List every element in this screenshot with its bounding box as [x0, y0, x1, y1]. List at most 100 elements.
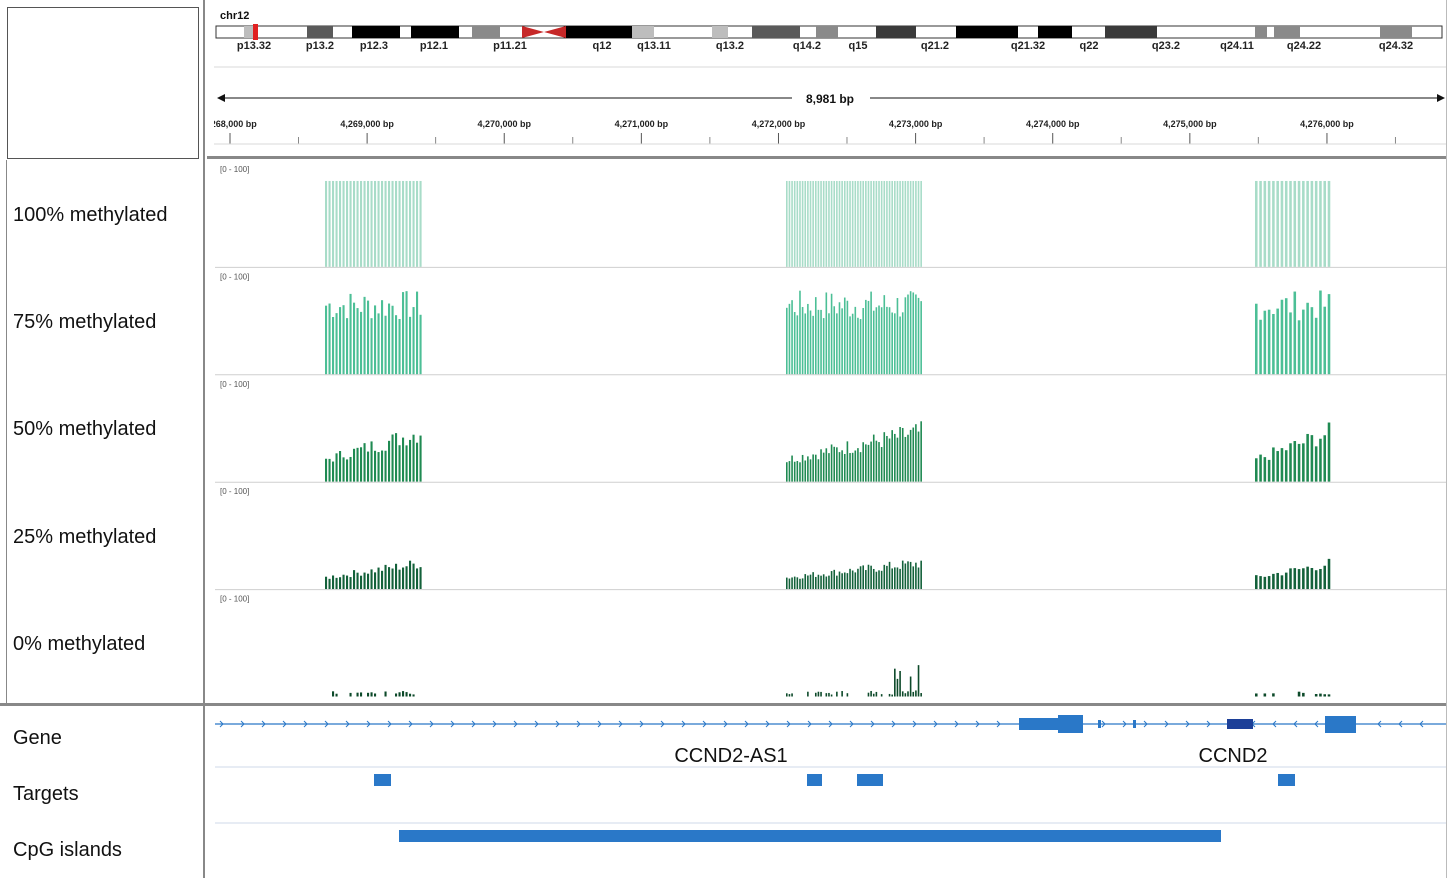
strand-arrow-icon — [912, 720, 917, 728]
methylation-bar — [862, 308, 865, 375]
methylation-bar — [395, 315, 398, 375]
methylation-bar — [830, 571, 833, 590]
methylation-bar — [872, 693, 875, 697]
methylation-bar — [1327, 422, 1331, 482]
methylation-bar — [786, 180, 788, 267]
methylation-bar — [405, 566, 408, 590]
methylation-bar — [836, 447, 838, 482]
methylation-bar — [363, 180, 366, 267]
chromosome-band — [712, 26, 728, 38]
methylation-bar — [363, 296, 366, 375]
methylation-bar — [339, 180, 342, 267]
methylation-bar — [1263, 576, 1267, 590]
methylation-bar — [788, 303, 791, 375]
strand-arrow-icon — [429, 720, 434, 728]
methylation-bar — [349, 456, 352, 482]
methylation-bar — [901, 180, 904, 267]
chromosome-band — [956, 26, 1018, 38]
strand-arrow-icon — [240, 720, 245, 728]
data-range-label: [0 - 100] — [220, 272, 249, 281]
methylation-bar — [1259, 319, 1262, 375]
methylation-bar — [353, 448, 356, 482]
methylation-bar — [1289, 312, 1292, 375]
methylation-bar — [867, 564, 870, 590]
methylation-bar — [820, 449, 822, 482]
methylation-bar — [788, 461, 791, 482]
methylation-bar — [920, 560, 922, 590]
data-range-label: [0 - 100] — [220, 380, 249, 389]
band-label: p13.32 — [237, 40, 271, 52]
methylation-bar — [915, 424, 917, 482]
methylation-bar — [883, 432, 886, 482]
methylation-bar — [1255, 693, 1258, 697]
methylation-bar — [370, 318, 373, 375]
data-range-label: [0 - 100] — [220, 165, 249, 174]
ruler[interactable]: 8,981 bp 4,268,000 bp 4,269,000 bp 4,270,0… — [214, 58, 1446, 156]
methylation-bar — [865, 299, 867, 375]
methylation-bar — [896, 567, 899, 590]
methylation-bar — [381, 450, 384, 482]
methylation-bar — [1323, 435, 1327, 482]
methylation-bar — [1297, 320, 1301, 375]
methylation-bar — [820, 309, 822, 375]
methylation-bar — [786, 577, 788, 590]
strand-arrow-icon — [828, 720, 833, 728]
methylation-bar — [1323, 694, 1327, 697]
methylation-bar — [328, 578, 331, 590]
methylation-bar — [349, 180, 352, 267]
methylation-bar — [843, 180, 846, 267]
methylation-bar — [1284, 450, 1288, 482]
strand-arrow-icon — [786, 720, 791, 728]
strand-arrow-icon — [492, 720, 497, 728]
methylation-bar — [353, 180, 356, 267]
methylation-bar — [883, 295, 886, 375]
methylation-bar — [332, 317, 335, 375]
methylation-bar — [843, 453, 846, 482]
methylation-bar — [384, 450, 387, 482]
track-label: 25% methylated — [13, 526, 157, 548]
methylation-bar — [825, 292, 828, 375]
methylation-bar — [1319, 693, 1322, 697]
methylation-bar — [896, 678, 899, 697]
strand-arrow-icon — [261, 720, 266, 728]
methylation-bar — [851, 452, 854, 482]
methylation-bar — [1263, 310, 1267, 375]
methylation-bar — [339, 577, 342, 590]
annotation-tracks[interactable]: CCND2-AS1 CCND2 — [215, 706, 1446, 878]
methylation-bar — [880, 570, 883, 590]
methylation-bar — [857, 180, 859, 267]
band-label: q15 — [849, 40, 868, 52]
chromosome-band — [1274, 26, 1300, 38]
chromosome-band — [411, 26, 459, 38]
methylation-tracks[interactable]: [0 - 100] [0 - 100] [0 - 100] [0 - 100] [0 -… — [215, 160, 1446, 703]
methylation-bar — [909, 429, 912, 482]
methylation-bar — [838, 302, 841, 375]
chromosome-band — [1255, 26, 1267, 38]
methylation-bar — [346, 180, 349, 267]
chromosome-ideogram[interactable]: chr12 p13.32 p13.2 p12.3 p12.1 p11.21 q12 q13.… — [214, 8, 1446, 56]
methylation-bar — [828, 180, 830, 267]
methylation-bar — [825, 448, 828, 482]
methylation-bar — [335, 180, 338, 267]
methylation-bar — [377, 452, 380, 482]
methylation-bar — [367, 180, 370, 267]
strand-arrow-icon — [618, 720, 623, 728]
band-label: q21.32 — [1011, 40, 1045, 52]
methylation-bar — [398, 180, 401, 267]
methylation-bar — [817, 180, 820, 267]
methylation-bar — [325, 180, 328, 267]
methylation-bar — [402, 292, 405, 375]
methylation-bar — [836, 180, 838, 267]
methylation-bar — [872, 310, 875, 375]
methylation-bar — [804, 313, 807, 375]
methylation-track: [0 - 100] — [220, 165, 1331, 267]
methylation-bar — [867, 692, 870, 697]
strand-arrow-icon — [1164, 720, 1169, 728]
methylation-bar — [1310, 307, 1314, 375]
methylation-bar — [807, 575, 809, 590]
methylation-bar — [1293, 568, 1297, 590]
methylation-bar — [1297, 180, 1301, 267]
methylation-bar — [859, 180, 862, 267]
chromosome-band — [472, 26, 500, 38]
methylation-bar — [920, 421, 922, 482]
